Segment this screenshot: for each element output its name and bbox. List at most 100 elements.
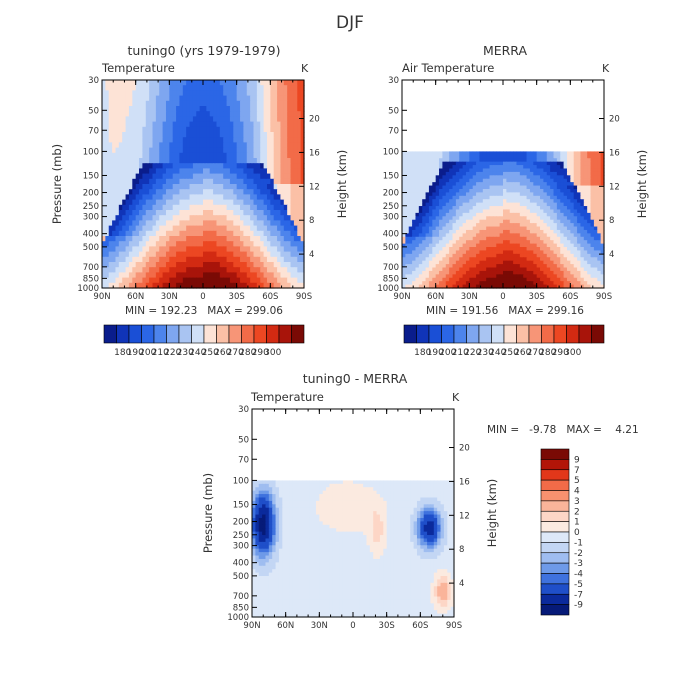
field-cell (233, 236, 238, 242)
field-cell (452, 257, 457, 262)
field-cell (523, 270, 528, 275)
field-cell (509, 165, 514, 170)
field-cell (152, 90, 157, 97)
field-cell (250, 137, 255, 143)
field-cell (418, 165, 423, 170)
field-cell (266, 262, 271, 268)
field-cell (587, 284, 592, 289)
field-cell (509, 233, 514, 238)
field-cell (465, 226, 470, 231)
field-cell (402, 209, 406, 214)
field-cell (492, 233, 497, 238)
field-cell (203, 142, 207, 149)
field-cell (590, 175, 595, 180)
field-cell (189, 225, 194, 232)
field-cell (476, 281, 481, 286)
field-cell (223, 95, 228, 102)
field-cell (469, 192, 474, 197)
field-cell (172, 194, 177, 201)
field-cell (155, 116, 160, 123)
field-cell (253, 80, 258, 86)
field-cell (462, 253, 467, 258)
field-cell (540, 195, 544, 200)
field-cell (455, 240, 460, 245)
field-cell (243, 189, 248, 195)
field-cell (432, 223, 437, 228)
field-cell (149, 236, 154, 242)
field-cell (162, 85, 167, 91)
field-cell (280, 236, 285, 242)
field-cell (139, 184, 143, 190)
field-cell (449, 277, 454, 282)
field-cell (132, 189, 137, 195)
field-cell (593, 219, 598, 224)
field-cell (452, 161, 457, 166)
field-cell (176, 267, 181, 273)
field-cell (550, 158, 555, 163)
field-cell (432, 206, 437, 211)
field-cell (179, 173, 184, 180)
field-cell (526, 209, 531, 214)
field-cell (169, 241, 174, 247)
field-cell (263, 256, 268, 263)
field-cell (192, 173, 197, 180)
field-cell (509, 274, 514, 279)
field-cell (118, 251, 123, 258)
field-cell (102, 137, 106, 143)
field-cell (439, 216, 443, 221)
field-cell (102, 199, 106, 206)
field-cell (455, 247, 460, 252)
field-cell (455, 151, 460, 156)
field-cell (506, 195, 511, 200)
field-cell (108, 142, 113, 149)
field-cell (546, 151, 551, 156)
field-cell (176, 106, 181, 112)
field-cell (509, 195, 514, 200)
field-cell (256, 132, 261, 138)
field-cell (513, 281, 518, 286)
field-cell (115, 199, 120, 206)
field-cell (270, 282, 275, 289)
field-cell (176, 215, 181, 221)
field-cell (587, 195, 592, 200)
field-cell (583, 257, 588, 262)
field-cell (479, 161, 484, 166)
field-cell (280, 111, 285, 117)
field-cell (455, 206, 460, 211)
field-cell (240, 111, 244, 117)
field-cell (216, 168, 221, 175)
field-cell (132, 251, 137, 258)
field-cell (583, 274, 588, 279)
field-cell (459, 226, 464, 231)
field-cell (270, 215, 275, 221)
field-cell (503, 267, 507, 272)
field-cell (135, 272, 140, 279)
field-cell (415, 161, 420, 166)
field-cell (283, 236, 288, 242)
field-cell (112, 90, 117, 97)
field-cell (179, 111, 184, 117)
field-cell (277, 215, 282, 221)
field-cell (402, 178, 406, 183)
field-cell (499, 257, 504, 262)
field-cell (543, 274, 548, 279)
field-cell (405, 281, 410, 286)
field-cell (492, 158, 497, 163)
field-cell (250, 147, 255, 154)
field-cell (566, 168, 571, 173)
field-cell (418, 199, 423, 204)
field-cell (162, 158, 167, 164)
field-cell (105, 230, 110, 237)
field-cell (270, 199, 275, 206)
field-cell (226, 199, 231, 206)
field-cell (196, 199, 201, 206)
field-cell (519, 161, 524, 166)
field-cell (600, 243, 605, 248)
field-cell (543, 206, 548, 211)
field-cell (165, 178, 170, 185)
field-cell (266, 189, 271, 195)
field-cell (492, 284, 497, 289)
field-cell (189, 121, 194, 128)
field-cell (240, 194, 244, 201)
field-cell (280, 241, 285, 247)
